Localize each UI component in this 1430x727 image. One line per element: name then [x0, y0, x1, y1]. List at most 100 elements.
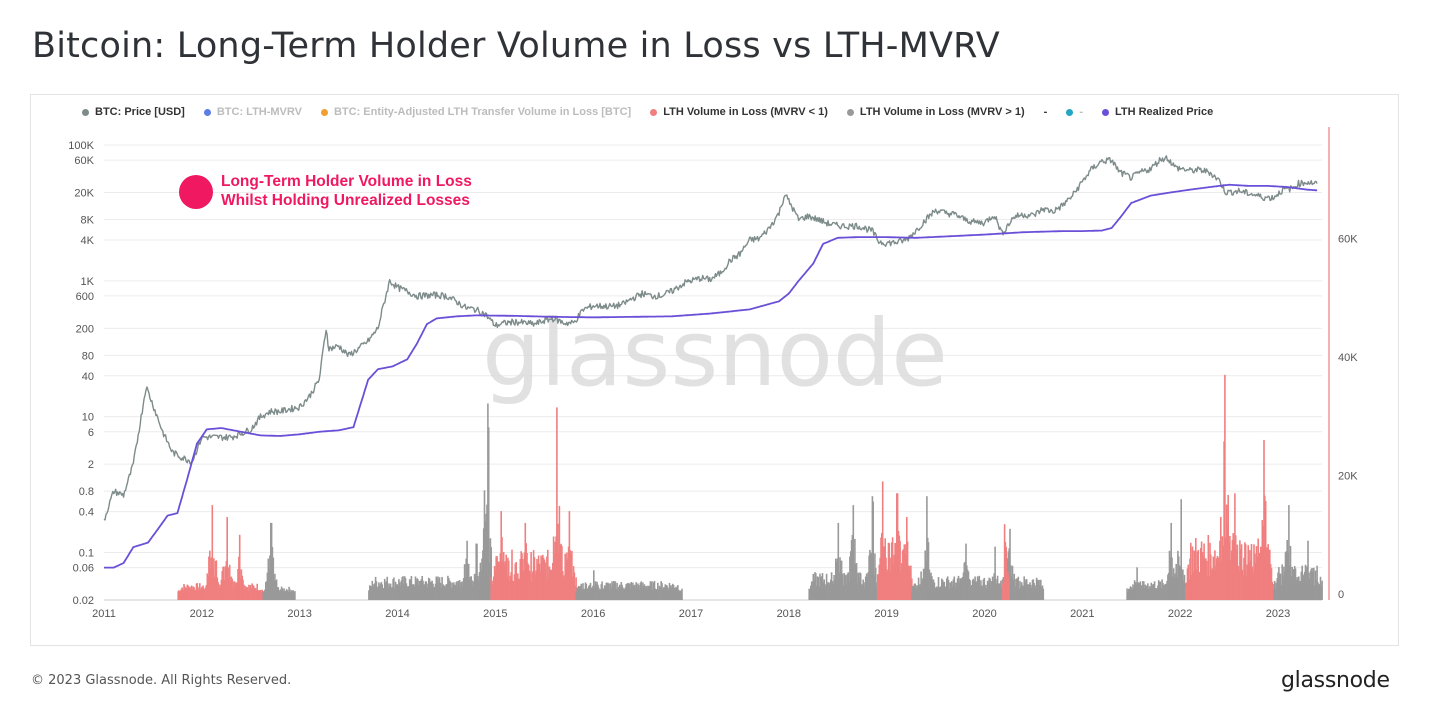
volume-bar: [282, 591, 284, 600]
volume-bar: [830, 572, 833, 600]
volume-bar: [588, 586, 590, 600]
volume-bar: [993, 573, 995, 600]
volume-bar: [905, 544, 907, 600]
volume-bar: [446, 584, 448, 600]
volume-bar: [580, 583, 583, 600]
volume-bar: [558, 505, 561, 600]
volume-bar: [466, 540, 468, 600]
volume-bar: [988, 577, 990, 600]
btc-price-line: [103, 155, 1318, 521]
legend-item-3[interactable]: LTH Volume in Loss (MVRV < 1): [650, 106, 828, 118]
volume-bar: [263, 591, 265, 600]
volume-bar: [1040, 587, 1043, 600]
volume-bar: [448, 580, 451, 600]
volume-bar: [617, 590, 619, 600]
volume-bar: [852, 505, 855, 600]
volume-bar: [571, 550, 573, 600]
volume-bar: [1275, 582, 1278, 600]
volume-bar: [1006, 580, 1008, 600]
volume-bar: [407, 586, 409, 600]
volume-bar: [1187, 564, 1190, 600]
y-left-tick-label: 0.06: [73, 563, 94, 575]
volume-bar: [820, 576, 822, 600]
volume-bar: [1289, 545, 1292, 600]
legend-item-5[interactable]: -: [1044, 106, 1048, 118]
volume-bar: [874, 568, 877, 600]
y-left-tick-label: 20K: [74, 187, 94, 199]
volume-bar: [431, 580, 433, 600]
volume-bar: [372, 587, 374, 600]
volume-bar: [1254, 553, 1256, 600]
volume-bar: [851, 534, 854, 600]
volume-bar: [393, 588, 396, 600]
legend-item-4[interactable]: LTH Volume in Loss (MVRV > 1): [846, 106, 1025, 118]
volume-bar: [856, 583, 859, 600]
volume-bar: [1227, 494, 1229, 600]
legend-item-7[interactable]: LTH Realized Price: [1101, 106, 1213, 118]
volume-bar: [527, 563, 529, 600]
volume-bar: [1219, 540, 1221, 600]
volume-bar: [1181, 569, 1183, 600]
volume-bar: [1290, 576, 1293, 600]
volume-bar: [1234, 493, 1236, 600]
legend-item-6[interactable]: -: [1066, 106, 1083, 118]
volume-bar: [1020, 586, 1022, 600]
volume-bar: [643, 584, 646, 600]
volume-bar: [561, 571, 564, 600]
volume-bar: [859, 573, 862, 600]
watermark: glassnode: [482, 300, 948, 407]
volume-bar: [1205, 560, 1208, 600]
volume-bar: [632, 586, 635, 600]
volume-bar: [247, 590, 249, 600]
volume-bar: [911, 591, 913, 600]
volume-bar: [1000, 580, 1002, 600]
volume-bar: [1152, 584, 1154, 600]
volume-bar: [1239, 549, 1242, 600]
volume-bar: [916, 585, 918, 600]
volume-bar: [368, 590, 370, 600]
volume-bar: [1004, 542, 1007, 600]
chart-legend: BTC: Price [USD] BTC: LTH-MVRV BTC: Entity…: [82, 104, 1232, 120]
volume-bar: [404, 578, 407, 600]
volume-bar: [1162, 583, 1164, 600]
volume-bar: [930, 572, 932, 600]
volume-bar: [420, 579, 423, 600]
volume-bar: [272, 557, 275, 600]
volume-bar: [1259, 553, 1261, 600]
volume-bar: [995, 583, 998, 600]
volume-bar: [992, 581, 995, 600]
y-axis-left: 100K 60K 20K 8K 4K 1K 600 200 80 40 10 6 2 0.8 0.4 0.1 0…: [68, 140, 94, 607]
volume-bar: [1203, 543, 1205, 600]
volume-bar: [444, 588, 447, 600]
volume-bar: [503, 564, 506, 600]
volume-bar: [1126, 588, 1128, 600]
volume-bar: [1174, 573, 1177, 600]
legend-item-0[interactable]: BTC: Price [USD]: [82, 106, 185, 118]
volume-bar: [886, 571, 889, 600]
volume-bar: [481, 558, 483, 600]
volume-bar: [231, 578, 233, 600]
legend-item-2[interactable]: BTC: Entity-Adjusted LTH Transfer Volume…: [320, 106, 631, 118]
volume-bar: [1160, 587, 1162, 600]
volume-bar: [189, 589, 192, 600]
volume-bar: [575, 592, 578, 600]
volume-bar: [1266, 547, 1269, 600]
y-left-tick-label: 40: [82, 371, 94, 383]
volume-bar: [507, 560, 510, 600]
volume-bar: [1005, 546, 1007, 600]
volume-bar: [535, 570, 537, 600]
volume-bar: [664, 584, 667, 600]
volume-bar: [578, 585, 580, 600]
volume-bar: [1007, 576, 1010, 600]
volume-bar: [977, 579, 980, 600]
volume-bar: [910, 565, 912, 600]
chart-frame: [30, 94, 1399, 646]
volume-bar: [436, 578, 438, 600]
legend-item-1[interactable]: BTC: LTH-MVRV: [203, 106, 302, 118]
legend-dot-icon: [650, 108, 658, 116]
volume-bar: [237, 569, 239, 600]
volume-bar: [1283, 566, 1285, 600]
volume-bar: [498, 563, 501, 600]
volume-bar: [844, 574, 846, 600]
volume-bar: [386, 576, 388, 600]
